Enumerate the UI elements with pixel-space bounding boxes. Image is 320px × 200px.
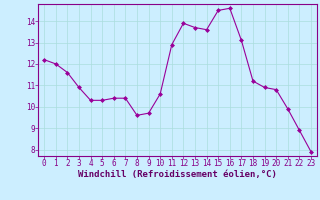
X-axis label: Windchill (Refroidissement éolien,°C): Windchill (Refroidissement éolien,°C) xyxy=(78,170,277,179)
